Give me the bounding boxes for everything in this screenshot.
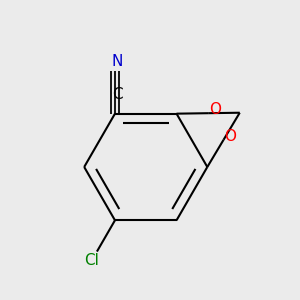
Text: Cl: Cl <box>84 253 99 268</box>
Text: C: C <box>112 87 122 102</box>
Text: O: O <box>209 102 221 117</box>
Text: O: O <box>224 128 236 143</box>
Text: N: N <box>111 54 123 69</box>
